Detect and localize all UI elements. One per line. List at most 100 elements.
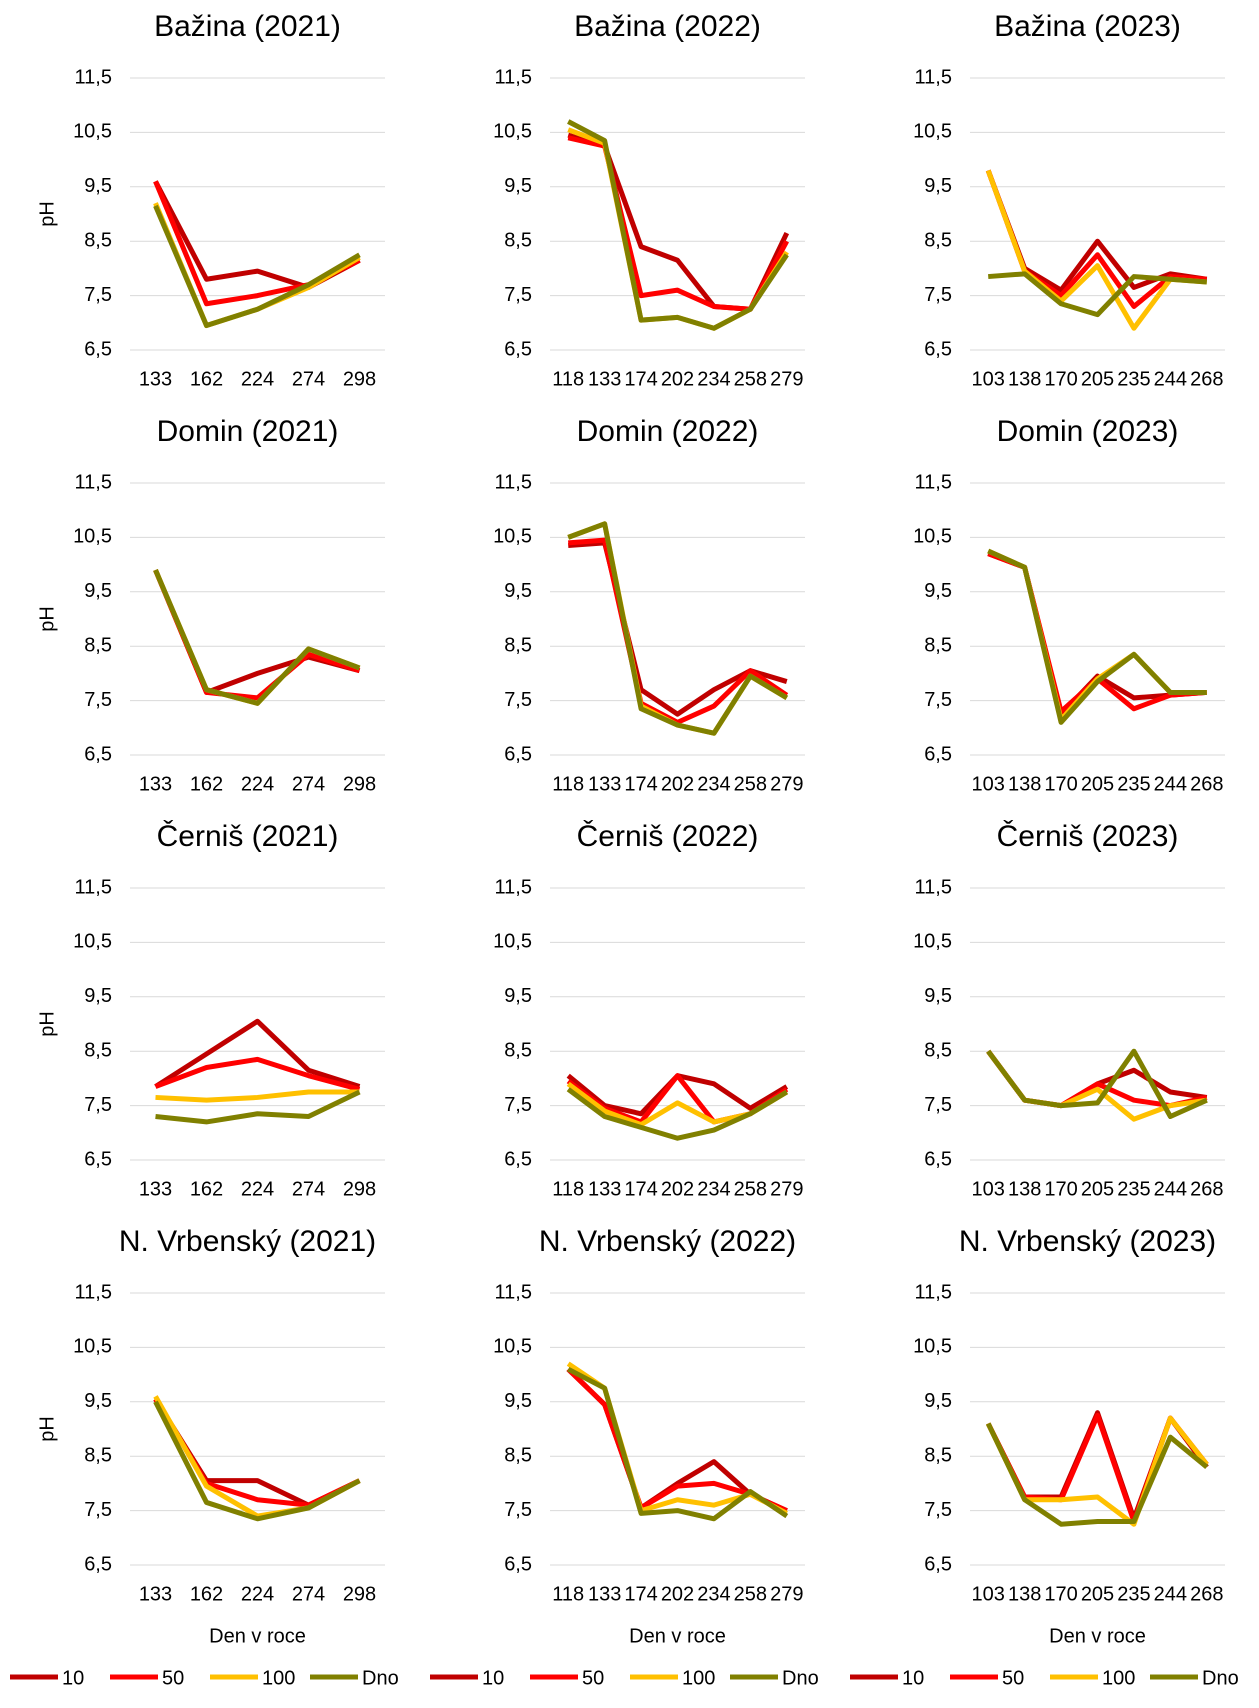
y-tick-label: 7,5	[924, 284, 952, 306]
series-line	[153, 204, 361, 329]
x-tick-label: 174	[624, 368, 657, 390]
y-tick-label: 10,5	[73, 121, 112, 143]
x-tick-label: 202	[661, 773, 694, 795]
x-tick-label: 235	[1117, 1178, 1150, 1200]
series-line	[567, 135, 789, 312]
x-tick-label: 205	[1081, 1178, 1114, 1200]
y-tick-label: 8,5	[924, 229, 952, 251]
chart: Domin (2022) 6,5 7,5 8,5 9,5 10,5 11,5 118 133 17…	[493, 415, 805, 795]
y-tick-label: 11,5	[915, 1281, 952, 1303]
x-tick-label: 298	[343, 773, 376, 795]
y-axis-label: pH	[36, 606, 58, 632]
x-tick-label: 268	[1190, 1583, 1223, 1605]
chart: Domin (2021) 6,5 7,5 8,5 9,5 10,5 11,5 133 162 22…	[36, 415, 385, 795]
chart-title: N. Vrbenský (2022)	[539, 1225, 796, 1258]
x-tick-label: 118	[552, 368, 584, 390]
series-line	[154, 1056, 361, 1092]
y-tick-label: 8,5	[504, 1039, 532, 1061]
series-line	[987, 548, 1207, 725]
x-tick-label: 244	[1154, 1178, 1187, 1200]
y-tick-label: 11,5	[495, 471, 532, 493]
chart-title: Bažina (2022)	[574, 10, 761, 43]
y-tick-label: 10,5	[73, 931, 112, 953]
y-tick-label: 7,5	[504, 284, 532, 306]
y-tick-label: 11,5	[75, 1281, 112, 1303]
x-tick-label: 224	[241, 1178, 274, 1200]
series-line	[566, 1087, 789, 1141]
chart: N. Vrbenský (2021) 6,5 7,5 8,5 9,5 10,5 11,5 13…	[10, 1225, 399, 1689]
y-tick-label: 11,5	[495, 66, 532, 88]
y-tick-label: 9,5	[84, 985, 112, 1007]
y-tick-label: 10,5	[493, 931, 532, 953]
legend-label: 10	[62, 1667, 84, 1689]
x-tick-label: 244	[1154, 368, 1187, 390]
series-line	[986, 1048, 1208, 1119]
x-tick-label: 205	[1081, 773, 1114, 795]
y-tick-label: 6,5	[84, 1148, 112, 1170]
x-tick-label: 258	[734, 1583, 767, 1605]
x-tick-label: 274	[292, 1178, 325, 1200]
y-tick-label: 7,5	[504, 1094, 532, 1116]
legend-label: 50	[162, 1667, 184, 1689]
x-tick-label: 133	[139, 1583, 172, 1605]
x-tick-label: 268	[1190, 368, 1223, 390]
y-tick-label: 11,5	[75, 66, 112, 88]
series-line	[988, 271, 1207, 318]
x-tick-label: 274	[292, 368, 325, 390]
y-tick-label: 11,5	[75, 471, 112, 493]
x-tick-label: 224	[241, 368, 274, 390]
y-tick-label: 9,5	[504, 175, 532, 197]
y-tick-label: 7,5	[924, 1499, 952, 1521]
legend-label: 50	[582, 1667, 604, 1689]
y-tick-label: 6,5	[504, 1148, 532, 1170]
x-tick-label: 118	[552, 1583, 584, 1605]
x-tick-label: 298	[343, 1583, 376, 1605]
y-tick-label: 7,5	[84, 1499, 112, 1521]
y-tick-label: 10,5	[493, 121, 532, 143]
legend-label: Dno	[362, 1667, 399, 1689]
y-tick-label: 8,5	[504, 1444, 532, 1466]
y-tick-label: 9,5	[504, 985, 532, 1007]
series-line	[568, 537, 789, 725]
y-tick-label: 8,5	[84, 229, 112, 251]
x-tick-label: 279	[770, 773, 803, 795]
x-tick-label: 258	[734, 1178, 767, 1200]
y-tick-label: 10,5	[493, 1336, 532, 1358]
x-tick-label: 234	[697, 1583, 730, 1605]
y-tick-label: 9,5	[924, 175, 952, 197]
x-tick-label: 133	[588, 368, 621, 390]
y-tick-label: 8,5	[924, 634, 952, 656]
x-tick-label: 103	[972, 773, 1005, 795]
y-tick-label: 9,5	[84, 580, 112, 602]
series-line	[153, 569, 361, 695]
x-tick-label: 274	[292, 773, 325, 795]
legend-label: 100	[262, 1667, 295, 1689]
y-tick-label: 9,5	[924, 985, 952, 1007]
y-tick-label: 11,5	[915, 66, 952, 88]
y-axis-label: pH	[36, 1416, 58, 1442]
y-tick-label: 9,5	[924, 1390, 952, 1412]
y-tick-label: 11,5	[75, 876, 112, 898]
x-tick-label: 234	[697, 368, 730, 390]
chart-title: Bažina (2023)	[994, 10, 1181, 43]
x-tick-label: 279	[770, 1583, 803, 1605]
y-tick-label: 7,5	[84, 689, 112, 711]
x-tick-label: 103	[972, 1583, 1005, 1605]
chart: Bažina (2022) 6,5 7,5 8,5 9,5 10,5 11,5 118 133 1…	[493, 10, 805, 390]
x-tick-label: 162	[190, 368, 223, 390]
x-axis-label: Den v roce	[1049, 1625, 1146, 1647]
x-tick-label: 235	[1117, 368, 1150, 390]
x-tick-label: 268	[1190, 773, 1223, 795]
legend-label: 100	[682, 1667, 715, 1689]
chart-title: N. Vrbenský (2021)	[119, 1225, 376, 1258]
x-tick-label: 162	[190, 1178, 223, 1200]
legend-label: 10	[902, 1667, 924, 1689]
x-tick-label: 298	[343, 1178, 376, 1200]
chart-title: Domin (2023)	[997, 415, 1179, 448]
y-tick-label: 8,5	[504, 634, 532, 656]
chart: Černiš (2021) 6,5 7,5 8,5 9,5 10,5 11,5 133 162 2…	[36, 819, 385, 1200]
chart: Bažina (2023) 6,5 7,5 8,5 9,5 10,5 11,5 103 138 1…	[913, 10, 1225, 390]
y-tick-label: 6,5	[84, 338, 112, 360]
y-tick-label: 8,5	[84, 1039, 112, 1061]
